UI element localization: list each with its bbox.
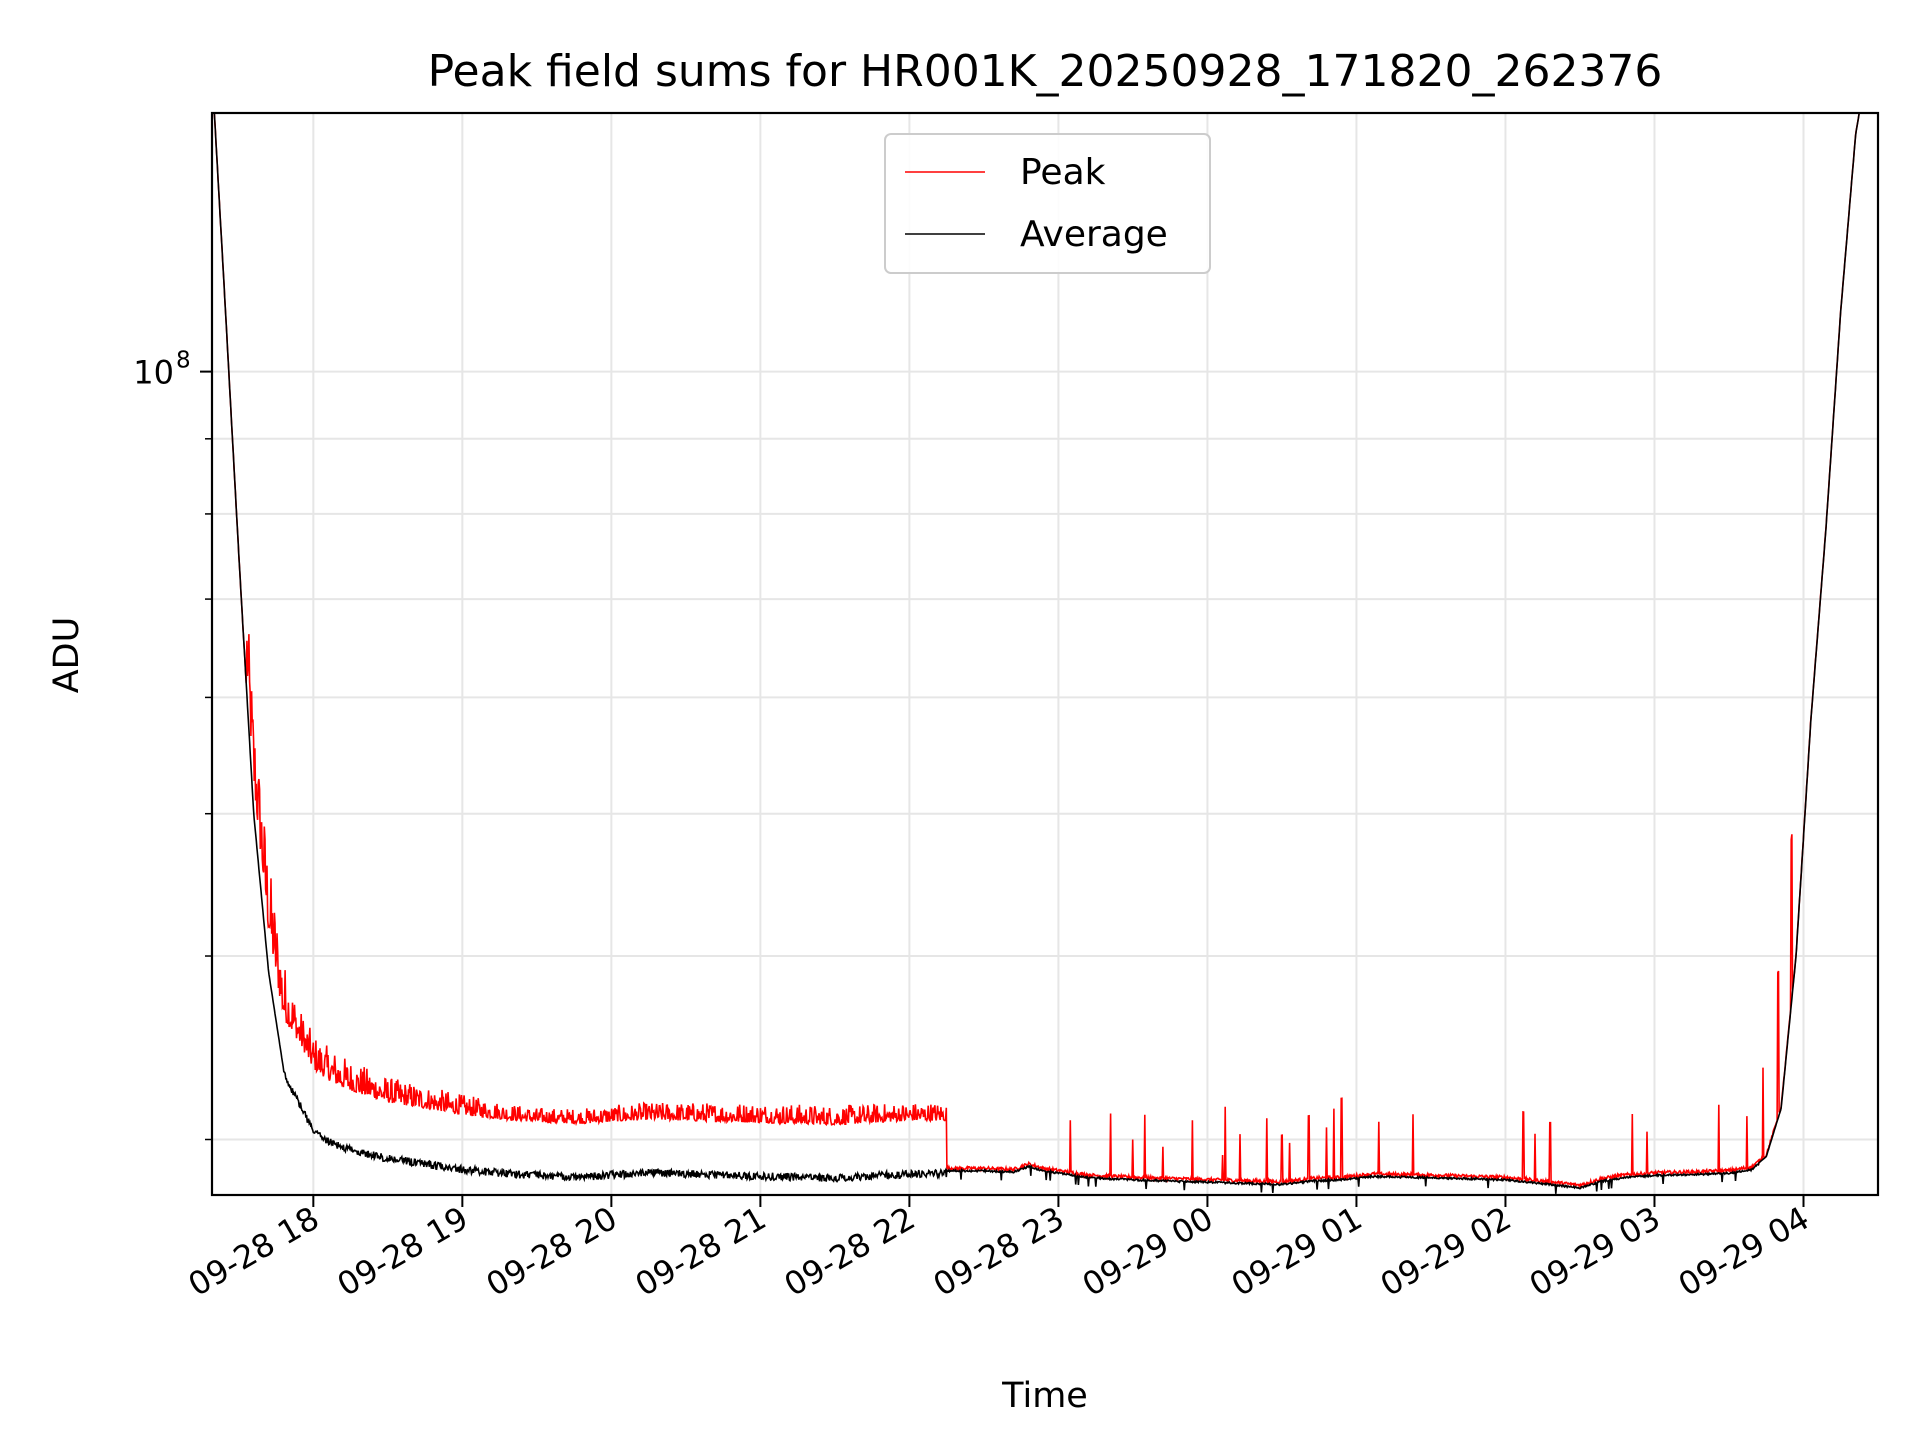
legend: Peak Average <box>884 133 1211 274</box>
plot-frame <box>210 111 1880 1197</box>
chart-title: Peak field sums for HR001K_20250928_1718… <box>428 46 1663 97</box>
average-series-line <box>213 113 1861 1194</box>
legend-peak-label: Peak <box>1020 152 1106 193</box>
peak-series-line <box>213 113 1860 1189</box>
legend-box <box>884 133 1211 274</box>
y-axis-label: ADU <box>47 617 87 694</box>
y-tick-label-exponent: 8 <box>176 348 191 374</box>
y-tick-label: 10 <box>133 354 174 392</box>
x-axis-label: Time <box>1001 1376 1088 1416</box>
series-group <box>213 113 1861 1194</box>
legend-average-label: Average <box>1020 214 1168 255</box>
grid <box>212 113 1878 1195</box>
